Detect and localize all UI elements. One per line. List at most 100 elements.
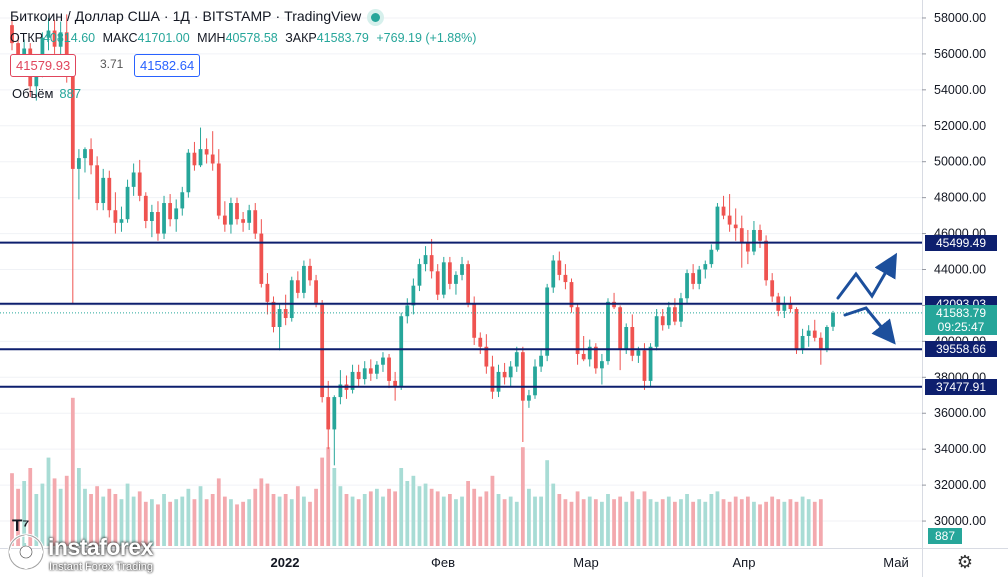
volume-bar [697,499,702,546]
candle-body [375,364,379,374]
candle-body [672,307,677,322]
volume-bar [478,496,483,546]
candle-body [624,327,629,349]
volume-bar [149,499,154,546]
horizontal-levels[interactable] [0,241,922,388]
candle-body [752,229,756,252]
volume-bar [52,478,57,546]
volume-bar [679,499,683,546]
candle-body [320,303,325,398]
volume-bar [551,483,556,546]
time-axis[interactable]: 2022 Фев Мар Апр Май [0,548,1008,571]
candle-body [95,165,100,204]
volume-bar [508,496,513,546]
candle-body [326,397,331,430]
candle-body [302,265,306,293]
candle-body [210,154,215,164]
candle-body [338,384,343,398]
volume-bar [484,491,489,546]
candle-body [381,357,385,365]
candle-body [472,303,477,338]
volume-bar [375,488,379,546]
candle-body [679,298,683,322]
candle-body [745,242,750,252]
candle-body [64,32,69,74]
volume-bar [466,481,470,546]
volume-bar [125,483,130,546]
candle-body [818,337,823,349]
candle-body [308,265,312,281]
volume-legend[interactable]: Объём 887 [12,86,81,101]
symbol-name[interactable]: Биткоин / Доллар США [10,8,160,24]
candle-body [600,361,604,369]
volume-bar [788,499,793,546]
candle-body [411,285,416,306]
volume-bar [514,501,519,546]
volume-bar [447,494,452,546]
candle-body [271,301,276,328]
volume-bar [241,501,245,546]
close-value: 41583.79 [316,31,369,45]
volume-bar [101,496,106,546]
settings-gear-icon[interactable]: ⚙ [956,552,974,572]
candle-body [89,149,93,166]
candle-body [666,307,671,326]
price-axis[interactable]: 58000.00 56000.00 54000.00 52000.00 50000.00… [922,0,1008,577]
candle-body [825,327,829,349]
candle-body [545,287,550,356]
tradingview-logo-icon[interactable]: T⁷ [12,516,30,535]
volume-bar [229,499,233,546]
candle-body [520,352,525,401]
volume-bar [332,468,337,546]
candle-body [356,371,361,380]
symbol-legend[interactable]: Биткоин / Доллар США · 1Д · BITSTAMP · Trading… [10,8,381,24]
high-value: 41701.00 [137,31,190,45]
volume-bar [283,494,288,546]
volume-bar [89,494,93,546]
candle-body [429,255,434,272]
price-tick-label: 44000.00 [934,263,986,277]
candle-body [229,203,233,225]
volume-bar [16,488,20,546]
candle-body [806,330,811,336]
volume-bar [417,486,422,546]
volume-bar [271,494,276,546]
candle-body [587,346,592,360]
source-label: TradingView [284,8,362,24]
price-tick-label: 50000.00 [934,155,986,169]
volume-bar [186,488,191,546]
volume-bar [624,501,629,546]
volume-bar [782,501,787,546]
volume-bar [168,501,173,546]
volume-bar [739,499,744,546]
candle-body [636,350,641,356]
candle-body [149,212,154,221]
candle-body [435,271,440,295]
candle-body [788,303,793,310]
volume-bar [460,496,464,546]
volume-bar [162,494,166,546]
scenario-arrows[interactable] [836,252,898,345]
sell-price-button[interactable]: 41579.93 [10,54,77,77]
volume-bar [34,494,39,546]
volume-tag: 887 [928,528,962,544]
candle-body [764,240,768,281]
volume-bar [758,504,762,546]
volume-bar [672,501,677,546]
volume-bar [745,496,750,546]
candle-body [484,346,489,367]
candle-body [332,397,337,430]
price-tick-label: 34000.00 [934,442,986,456]
price-tick-label: 48000.00 [934,191,986,205]
volume-bar [496,494,501,546]
instaforex-watermark: instaforex Instant Forex Trading [6,532,178,574]
volume-bar [818,499,823,546]
candle-body [259,233,264,284]
buy-price-button[interactable]: 41582.64 [134,54,201,77]
instaforex-logo-icon [7,533,45,571]
volume-bar [423,483,428,546]
volume-bar [593,499,598,546]
price-tick-label: 56000.00 [934,47,986,61]
interval-label[interactable]: 1Д [172,8,190,24]
